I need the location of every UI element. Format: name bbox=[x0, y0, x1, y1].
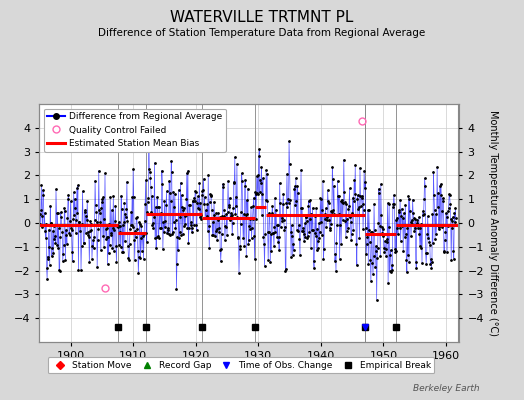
Legend: Difference from Regional Average, Quality Control Failed, Estimated Station Mean: Difference from Regional Average, Qualit… bbox=[44, 108, 226, 152]
Y-axis label: Monthly Temperature Anomaly Difference (°C): Monthly Temperature Anomaly Difference (… bbox=[488, 110, 498, 336]
Text: WATERVILLE TRTMNT PL: WATERVILLE TRTMNT PL bbox=[170, 10, 354, 25]
Legend: Station Move, Record Gap, Time of Obs. Change, Empirical Break: Station Move, Record Gap, Time of Obs. C… bbox=[48, 357, 434, 374]
Text: Berkeley Earth: Berkeley Earth bbox=[413, 384, 479, 393]
Text: Difference of Station Temperature Data from Regional Average: Difference of Station Temperature Data f… bbox=[99, 28, 425, 38]
